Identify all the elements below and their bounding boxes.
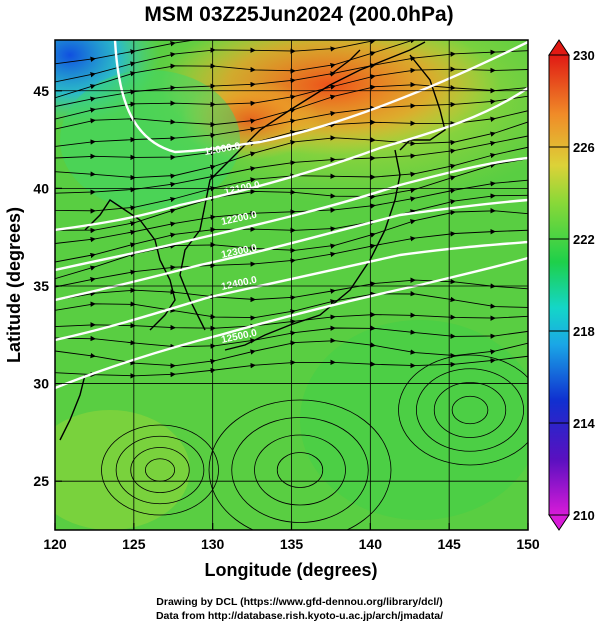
colorbar-extend-max: [548, 39, 570, 56]
height-contours: [55, 40, 528, 390]
contour-12300: [55, 198, 528, 302]
streamline: [55, 355, 528, 379]
x-tick-label: 135: [280, 536, 304, 552]
y-tick-label: 40: [33, 180, 49, 196]
circulation-streamline: [208, 399, 392, 530]
x-tick-label: 130: [201, 536, 225, 552]
colorbar-body: [548, 54, 570, 516]
x-tick-label: 145: [437, 536, 461, 552]
x-tick-label: 150: [516, 536, 540, 552]
colorbar-tick-label: 214: [573, 416, 595, 431]
colorbar-tick-label: 226: [573, 140, 595, 155]
y-tick-label: 45: [33, 83, 49, 99]
circulation-streamline: [231, 417, 369, 523]
gridlines: [55, 40, 528, 530]
wind-streamlines: [55, 40, 528, 530]
x-tick-label: 140: [359, 536, 383, 552]
circulation-streamline: [101, 424, 219, 516]
colorbar-extend-min: [548, 514, 570, 531]
contour-12400: [55, 240, 528, 342]
colorbar-tick-label: 230: [573, 48, 595, 63]
y-tick-label: 30: [33, 376, 49, 392]
y-tick-label: 25: [33, 473, 49, 489]
credit-line-2: Data from http://database.rish.kyoto-u.a…: [155, 610, 444, 622]
circulation-streamline: [398, 354, 528, 466]
circulation-streamline: [130, 447, 190, 493]
streamline: [55, 311, 528, 332]
y-tick-label: 35: [33, 278, 49, 294]
y-axis-label: Latitude (degrees): [4, 207, 24, 363]
colorbar-tick-label: 222: [573, 232, 595, 247]
plot-area: [55, 40, 528, 530]
circulation-streamline: [451, 395, 489, 425]
circulation-streamline: [433, 382, 507, 438]
colorbar-tick-label: 218: [573, 324, 595, 339]
credit-line-1: Drawing by DCL (https://www.gfd-dennou.o…: [156, 596, 443, 608]
streamline: [55, 337, 528, 369]
circulation-streamline: [415, 368, 525, 452]
chart-title: MSM 03Z25Jun2024 (200.0hPa): [144, 3, 453, 26]
contour-12200: [55, 156, 528, 272]
contour-12000: [113, 40, 528, 154]
circulation-streamline: [276, 452, 324, 488]
contour-12100: [55, 87, 528, 232]
colorbar: 230 226 222 218 214 210: [548, 39, 595, 531]
coastlines: [59, 41, 446, 441]
x-tick-label: 125: [122, 536, 146, 552]
colorbar-tick-label: 210: [573, 508, 595, 523]
contour-12500: [55, 256, 528, 390]
circulation-streamline: [254, 434, 346, 506]
y-axis: 25 30 35 40 45: [33, 83, 62, 489]
x-axis-label: Longitude (degrees): [204, 560, 377, 580]
x-axis: 120 125 130 135 140 145 150: [43, 523, 540, 552]
circulation-streamline: [115, 435, 205, 505]
x-tick-label: 120: [43, 536, 67, 552]
